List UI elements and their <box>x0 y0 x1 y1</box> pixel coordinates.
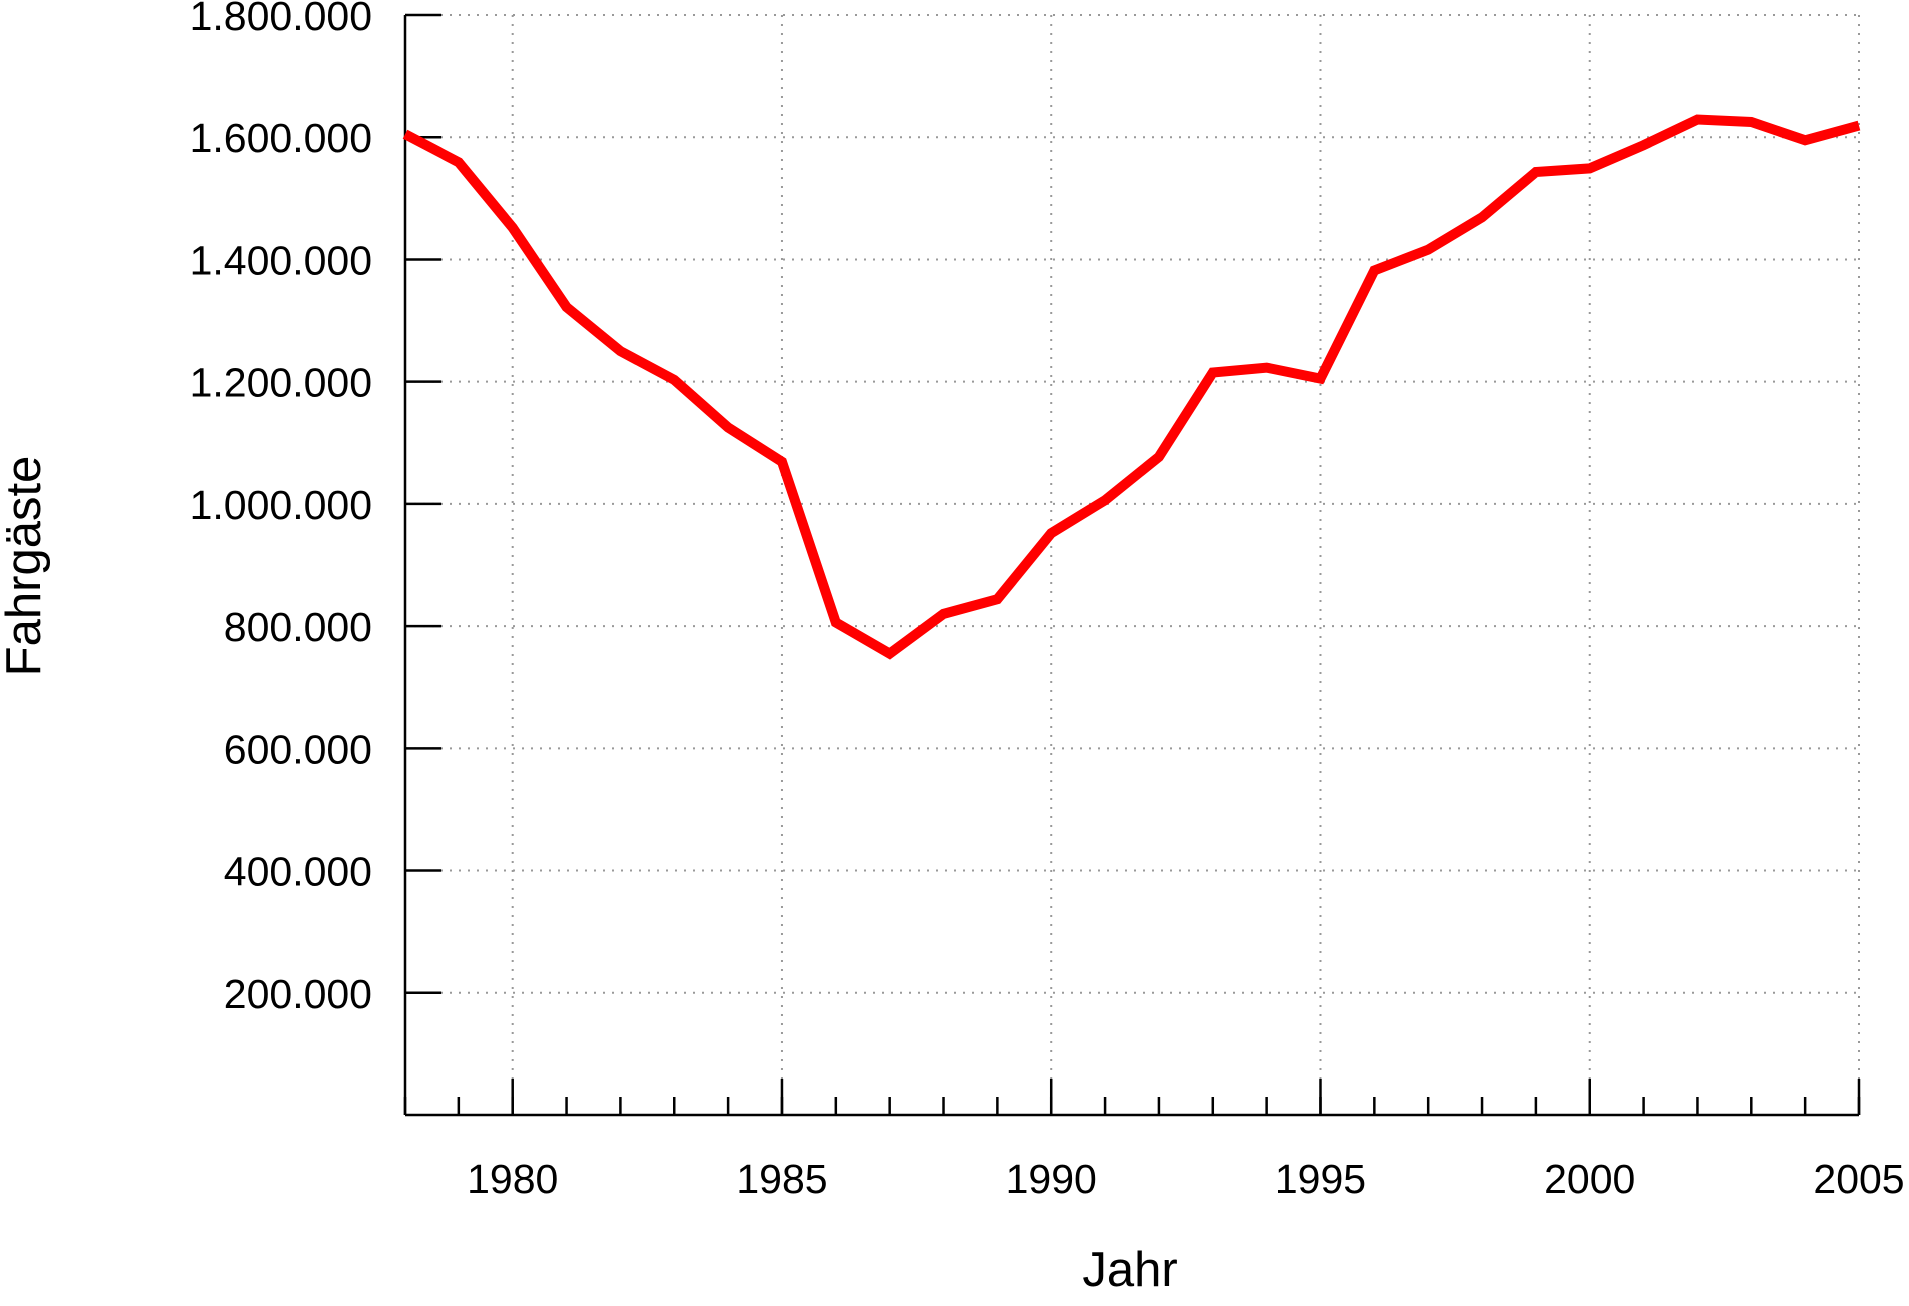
y-axis-title: Fahrgäste <box>0 456 51 677</box>
y-tick-label: 1.800.000 <box>190 0 372 39</box>
y-tick-label: 1.600.000 <box>190 115 372 161</box>
x-tick-label: 2005 <box>1813 1156 1904 1202</box>
y-tick-label: 800.000 <box>224 604 372 650</box>
x-tick-label: 1980 <box>467 1156 558 1202</box>
x-tick-label: 2000 <box>1544 1156 1635 1202</box>
y-tick-label: 1.000.000 <box>190 482 372 528</box>
x-axis-title: Jahr <box>1082 1243 1177 1297</box>
y-tick-label: 1.200.000 <box>190 360 372 406</box>
x-tick-label: 1995 <box>1275 1156 1366 1202</box>
x-tick-label: 1985 <box>736 1156 827 1202</box>
y-tick-label: 600.000 <box>224 726 372 772</box>
line <box>402 114 1861 660</box>
x-tick-label: 1990 <box>1006 1156 1097 1202</box>
y-tick-label: 400.000 <box>224 849 372 895</box>
y-tick-label: 200.000 <box>224 971 372 1017</box>
y-tick-label: 1.400.000 <box>190 237 372 283</box>
